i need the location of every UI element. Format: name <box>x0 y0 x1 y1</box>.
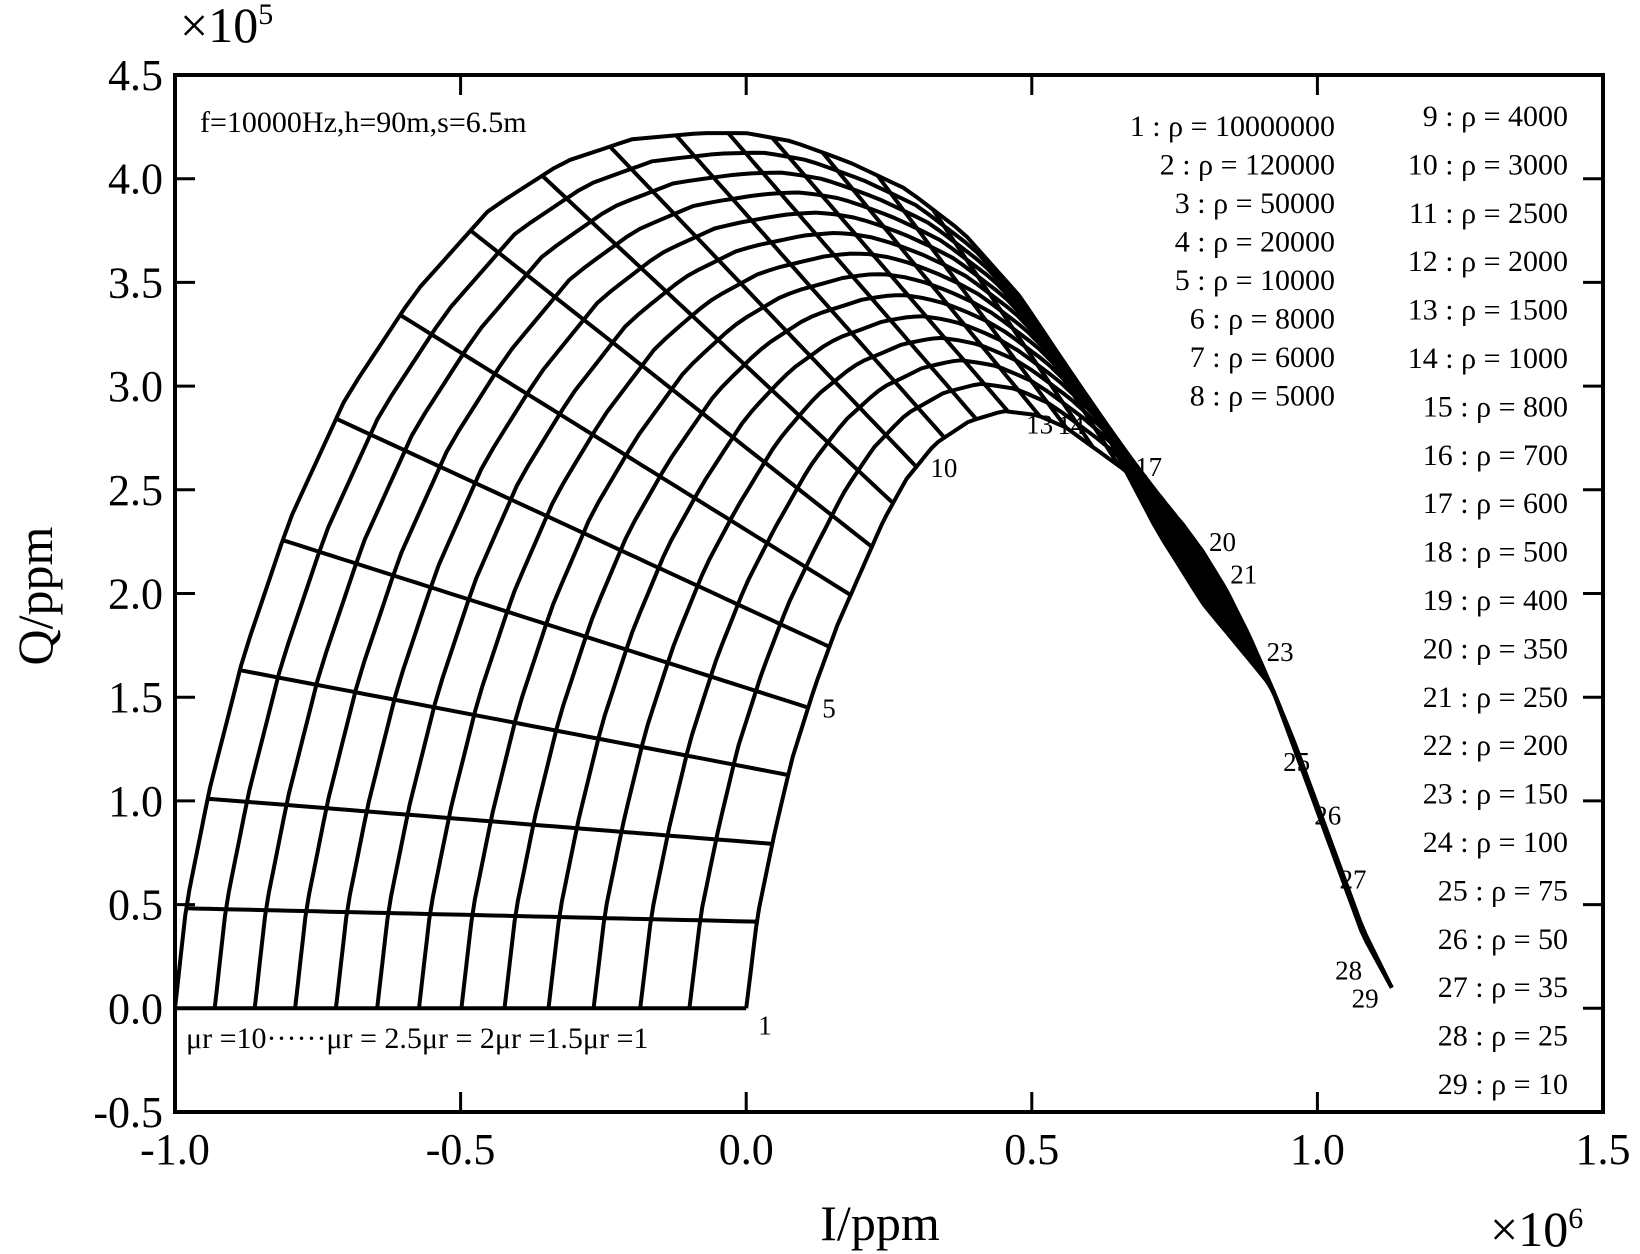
rho-curve <box>469 228 874 549</box>
y-tick-label: 2.5 <box>108 466 163 515</box>
legend-entry: 23 : ρ = 150 <box>1423 778 1568 811</box>
y-axis-label: Q/ppm <box>7 526 63 665</box>
y-tick-label: 0.5 <box>108 881 163 930</box>
curve-number-label: 1 <box>758 1010 772 1040</box>
mu-r-curve <box>687 381 1394 1009</box>
x-tick-label: -0.5 <box>426 1125 496 1174</box>
mu-r-label: μr =10······μr = 2.5μr = 2μr =1.5μr =1 <box>186 1022 648 1055</box>
y-tick-label: 3.0 <box>108 362 163 411</box>
rho-curve <box>399 313 852 597</box>
curve-number-label: 5 <box>822 694 836 724</box>
legend-entry: 9 : ρ = 4000 <box>1423 100 1568 133</box>
legend-entry: 14 : ρ = 1000 <box>1408 342 1568 375</box>
legend-entry: 25 : ρ = 75 <box>1438 874 1568 907</box>
y-tick-label: 0.0 <box>108 984 163 1033</box>
legend-entry: 21 : ρ = 250 <box>1423 681 1568 714</box>
legend-entry: 3 : ρ = 50000 <box>1175 187 1335 220</box>
mu-r-curve <box>638 358 1394 1009</box>
y-tick-label: 2.0 <box>108 570 163 619</box>
curve-number-label: 21 <box>1230 559 1257 589</box>
legend-entry: 8 : ρ = 5000 <box>1190 380 1335 413</box>
y-tick-label: 1.5 <box>108 673 163 722</box>
legend-entry: 26 : ρ = 50 <box>1438 923 1568 956</box>
x-axis-label: I/ppm <box>820 1195 940 1251</box>
legend-entry: 1 : ρ = 10000000 <box>1130 110 1335 143</box>
rho-curve <box>207 796 773 846</box>
legend-entry: 20 : ρ = 350 <box>1423 632 1568 665</box>
rho-curve <box>820 151 1042 418</box>
mu-r-curve <box>744 409 1394 1009</box>
rho-curve <box>726 131 978 421</box>
legend-entry: 28 : ρ = 25 <box>1438 1020 1568 1053</box>
curve-number-label: 28 <box>1335 955 1362 985</box>
x-tick-label: -1.0 <box>140 1125 210 1174</box>
legend-entry: 4 : ρ = 20000 <box>1175 226 1335 259</box>
legend-entry: 13 : ρ = 1500 <box>1408 294 1568 327</box>
legend-entry: 6 : ρ = 8000 <box>1190 303 1335 336</box>
curve-number-label: 27 <box>1340 864 1367 894</box>
x-tick-label: 1.5 <box>1576 1125 1631 1174</box>
legend-entry: 11 : ρ = 2500 <box>1409 197 1568 230</box>
legend-entry: 19 : ρ = 400 <box>1423 584 1568 617</box>
legend-entry: 5 : ρ = 10000 <box>1175 264 1335 297</box>
y-scale-label: ×105 <box>180 0 273 53</box>
legend-entry: 2 : ρ = 120000 <box>1160 149 1335 182</box>
curve-number-label: 13 <box>1026 410 1053 440</box>
legend-entry: 22 : ρ = 200 <box>1423 729 1568 762</box>
y-tick-label: 4.5 <box>108 51 163 100</box>
rho-curve <box>185 906 757 924</box>
x-tick-label: 1.0 <box>1290 1125 1345 1174</box>
curve-number-label: 14 <box>1058 410 1086 440</box>
curve-number-label: 17 <box>1135 452 1162 482</box>
curve-number-label: 10 <box>930 453 957 483</box>
legend-entry: 27 : ρ = 35 <box>1438 971 1568 1004</box>
curve-number-label: 20 <box>1209 527 1236 557</box>
rho-curve <box>540 174 895 505</box>
legend-entry: 15 : ρ = 800 <box>1423 390 1568 423</box>
curve-number-label: 29 <box>1352 984 1379 1014</box>
curve-number-label: 23 <box>1267 637 1294 667</box>
legend-entry: 17 : ρ = 600 <box>1423 487 1568 520</box>
rho-curve <box>770 136 1010 413</box>
rho-curve <box>282 538 809 710</box>
legend-entry: 24 : ρ = 100 <box>1423 826 1568 859</box>
y-tick-label: -0.5 <box>93 1088 163 1137</box>
x-scale-label: ×106 <box>1490 1201 1583 1254</box>
y-tick-label: 4.0 <box>108 155 163 204</box>
legend-entry: 12 : ρ = 2000 <box>1408 245 1568 278</box>
rho-curve <box>335 416 831 649</box>
curve-number-label: 25 <box>1283 747 1310 777</box>
rho-curve <box>239 668 789 777</box>
y-tick-label: 3.5 <box>108 258 163 307</box>
legend-entry: 7 : ρ = 6000 <box>1190 341 1335 374</box>
rho-curve <box>674 133 947 440</box>
axis-tick-labels: -1.0 -0.5 0.0 0.5 1.0 1.5-0.50.00.51.01.52.02… <box>93 51 1630 1174</box>
x-tick-label: 0.5 <box>1004 1125 1059 1174</box>
parameter-annotation: f=10000Hz,h=90m,s=6.5m <box>200 106 527 139</box>
legend-entry: 16 : ρ = 700 <box>1423 439 1568 472</box>
mu-r-curve <box>173 131 1394 1009</box>
plot-curves <box>173 131 1394 1011</box>
y-tick-label: 1.0 <box>108 777 163 826</box>
curve-number-label: 26 <box>1314 801 1341 831</box>
axis-ticks <box>173 73 1605 1114</box>
x-tick-label: 0.0 <box>719 1125 774 1174</box>
legend-entry: 18 : ρ = 500 <box>1423 536 1568 569</box>
legend: 1 : ρ = 10000000 2 : ρ = 120000 3 : ρ = 50… <box>1130 100 1568 1101</box>
legend-entry: 29 : ρ = 10 <box>1438 1068 1568 1101</box>
rho-curve <box>608 145 918 469</box>
legend-entry: 10 : ρ = 3000 <box>1408 148 1568 181</box>
